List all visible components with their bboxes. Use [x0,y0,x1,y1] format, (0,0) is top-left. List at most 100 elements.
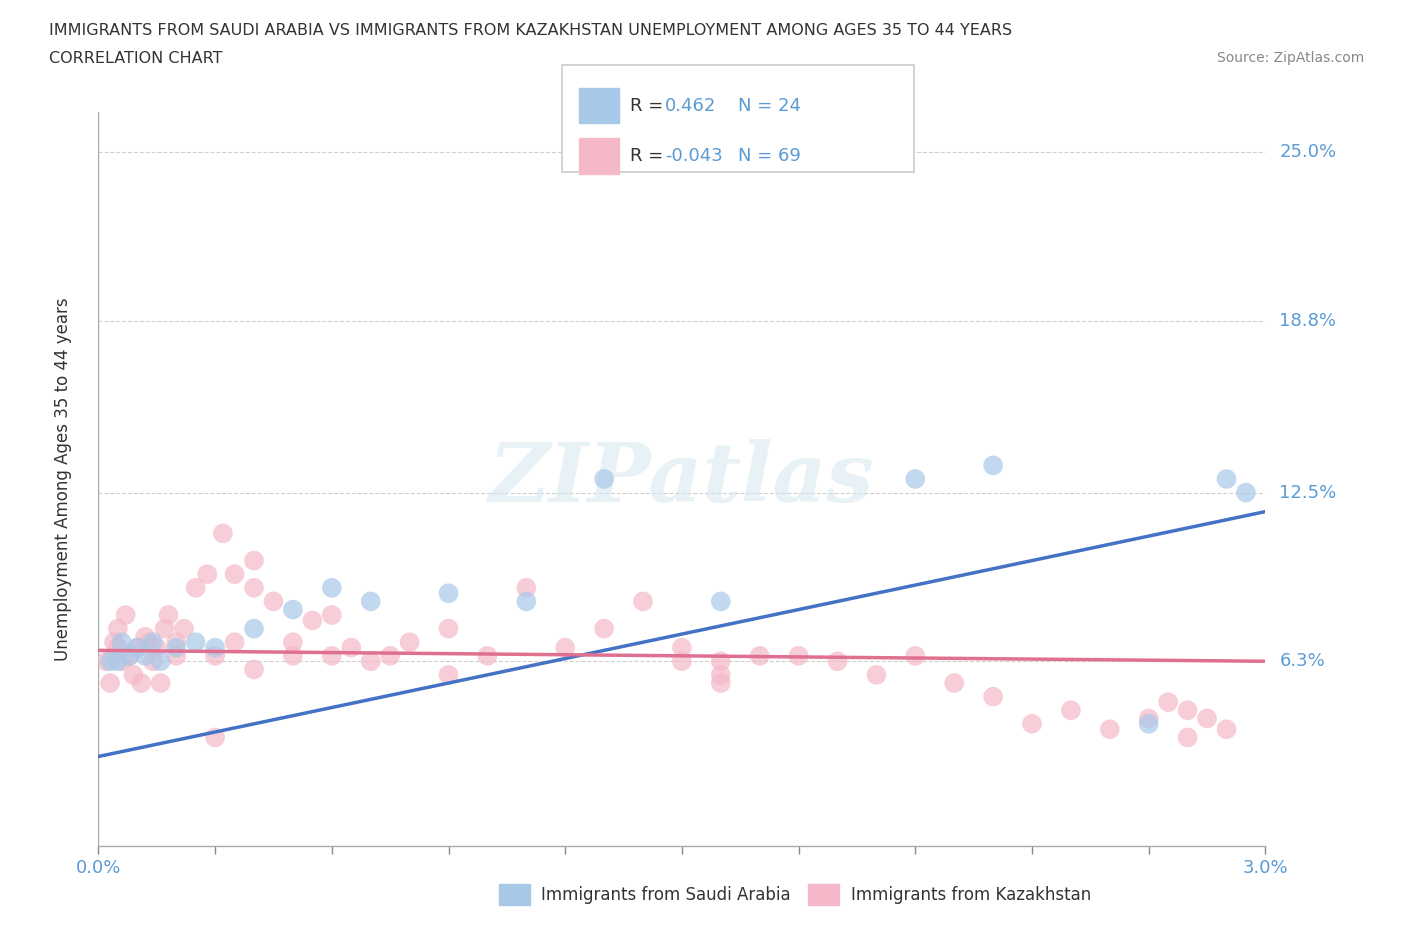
Point [142,635,165,650]
Point [1021,716,1043,731]
Point [398,635,420,650]
Text: 18.8%: 18.8% [1279,312,1336,330]
Point [134,648,156,663]
Point [1234,485,1257,500]
Point [204,648,226,663]
Point [981,689,1004,704]
Point [710,594,733,609]
Text: CORRELATION CHART: CORRELATION CHART [49,51,222,66]
Point [321,648,343,663]
Point [118,648,141,663]
Point [138,635,160,650]
Point [212,526,235,541]
Point [321,580,343,595]
Point [165,635,187,650]
Text: R =: R = [630,97,675,114]
Point [1137,711,1160,725]
Text: Immigrants from Kazakhstan: Immigrants from Kazakhstan [851,885,1091,904]
Point [173,621,195,636]
Point [865,668,887,683]
Point [149,654,172,669]
Point [184,635,207,650]
Point [129,675,152,690]
Point [96,654,118,669]
Point [904,648,927,663]
Point [710,675,733,690]
Point [1215,472,1237,486]
Point [243,621,266,636]
Point [477,648,499,663]
Text: -0.043: -0.043 [665,147,723,165]
Point [437,586,460,601]
Point [593,621,616,636]
Text: Source: ZipAtlas.com: Source: ZipAtlas.com [1216,51,1364,65]
Point [114,607,136,622]
Point [127,640,149,655]
Point [262,594,284,609]
Point [224,635,246,650]
Point [710,668,733,683]
Point [146,640,169,655]
Point [103,635,125,650]
Point [107,640,129,655]
Point [107,621,129,636]
Point [111,635,134,650]
Point [281,648,304,663]
Point [943,675,966,690]
Point [710,654,733,669]
Text: 25.0%: 25.0% [1279,143,1337,162]
Text: R =: R = [630,147,675,165]
Point [195,566,218,581]
Text: ZIPatlas: ZIPatlas [489,439,875,519]
Text: 0.462: 0.462 [665,97,717,114]
Point [1098,722,1121,737]
Point [340,640,363,655]
Text: Immigrants from Saudi Arabia: Immigrants from Saudi Arabia [541,885,792,904]
Point [118,648,141,663]
Point [243,662,266,677]
Point [153,621,176,636]
Point [360,654,382,669]
Point [243,553,266,568]
Point [515,594,537,609]
Point [157,607,180,622]
Point [243,580,266,595]
Text: N = 24: N = 24 [738,97,801,114]
Point [631,594,654,609]
Point [142,654,165,669]
Text: N = 69: N = 69 [738,147,801,165]
Point [281,635,304,650]
Point [184,580,207,595]
Point [149,675,172,690]
Point [1157,695,1180,710]
Point [98,675,121,690]
Text: 12.5%: 12.5% [1279,484,1337,501]
Point [748,648,770,663]
Point [671,640,693,655]
Point [1177,730,1199,745]
Point [787,648,810,663]
Point [281,602,304,617]
Point [554,640,576,655]
Point [1197,711,1219,725]
Point [1137,716,1160,731]
Text: IMMIGRANTS FROM SAUDI ARABIA VS IMMIGRANTS FROM KAZAKHSTAN UNEMPLOYMENT AMONG AG: IMMIGRANTS FROM SAUDI ARABIA VS IMMIGRAN… [49,23,1012,38]
Point [321,607,343,622]
Point [122,668,145,683]
Point [111,654,134,669]
Point [301,613,323,628]
Y-axis label: Unemployment Among Ages 35 to 44 years: Unemployment Among Ages 35 to 44 years [53,298,72,660]
Point [437,621,460,636]
Point [107,654,129,669]
Point [165,648,187,663]
Point [1215,722,1237,737]
Point [98,654,121,669]
Point [827,654,849,669]
Point [204,640,226,655]
Point [981,458,1004,472]
Point [204,730,226,745]
Point [671,654,693,669]
Point [380,648,402,663]
Point [1060,703,1083,718]
Point [165,640,187,655]
